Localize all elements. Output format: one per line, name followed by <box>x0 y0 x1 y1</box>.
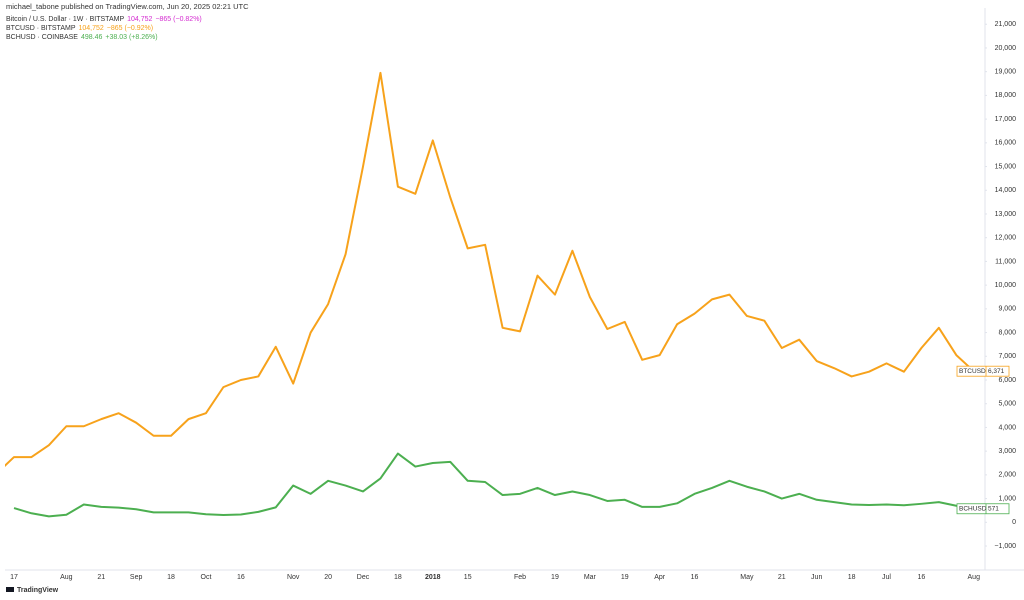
legend-change: −865 (−0.82%) <box>155 16 201 23</box>
legend-quote: 104,752 <box>78 25 103 32</box>
y-tick-label: 17,000 <box>995 116 1017 123</box>
footer-logo: TradingView <box>6 587 59 594</box>
legend-name: Bitcoin / U.S. Dollar · 1W · BITSTAMP <box>6 16 124 23</box>
x-tick-label: 18 <box>167 574 175 581</box>
legend-quote: 498.46 <box>81 34 103 41</box>
y-tick-label: 12,000 <box>995 235 1017 242</box>
badge-value: 571 <box>988 505 999 512</box>
legend-entry: BTCUSD · BITSTAMP 104,752 −865 (−0.92%) <box>6 25 153 32</box>
legend-name: BTCUSD · BITSTAMP <box>6 25 76 32</box>
y-tick-label: 8,000 <box>998 329 1016 336</box>
y-tick-label: 10,000 <box>995 282 1017 289</box>
x-tick-label: 18 <box>394 574 402 581</box>
x-tick-label: Apr <box>654 574 666 581</box>
legend-entry: Bitcoin / U.S. Dollar · 1W · BITSTAMP 104… <box>6 16 202 23</box>
publisher: michael_tabone published on TradingView.… <box>6 2 249 11</box>
y-tick-label: 15,000 <box>995 163 1017 170</box>
y-tick-label: 0 <box>1012 519 1016 526</box>
price-line <box>5 71 975 468</box>
y-tick-label: 1,000 <box>998 495 1016 502</box>
x-tick-label: Nov <box>287 574 300 581</box>
y-tick-label: 2,000 <box>998 472 1016 479</box>
y-tick-label: 7,000 <box>998 353 1016 360</box>
x-tick-label: Oct <box>201 574 212 581</box>
x-tick-label: 2018 <box>425 574 441 581</box>
y-tick-label: 19,000 <box>995 69 1017 76</box>
x-tick-label: 15 <box>464 574 472 581</box>
legend-name: BCHUSD · COINBASE <box>6 34 78 41</box>
y-tick-label: 11,000 <box>995 258 1016 265</box>
legend-change: +38.03 (+8.26%) <box>105 34 157 41</box>
x-tick-label: 21 <box>778 574 786 581</box>
y-tick-label: 18,000 <box>995 92 1017 99</box>
logo-mark <box>6 587 14 592</box>
y-tick-label: 13,000 <box>995 211 1017 218</box>
y-tick-label: 9,000 <box>998 306 1016 313</box>
x-tick-label: Sep <box>130 574 143 581</box>
legend-change: −865 (−0.92%) <box>107 25 153 32</box>
x-tick-label: 21 <box>97 574 105 581</box>
x-tick-label: Aug <box>968 574 981 581</box>
price-line <box>13 452 974 518</box>
y-tick-label: −1,000 <box>994 543 1016 550</box>
x-tick-label: 16 <box>691 574 699 581</box>
legend-entry: BCHUSD · COINBASE 498.46 +38.03 (+8.26%) <box>6 34 158 41</box>
x-tick-label: Feb <box>514 574 526 581</box>
x-tick-label: Mar <box>584 574 597 581</box>
price-badge <box>956 503 1010 515</box>
x-tick-label: 18 <box>848 574 856 581</box>
x-tick-label: 19 <box>551 574 559 581</box>
y-tick-label: 21,000 <box>995 21 1017 28</box>
y-tick-label: 6,000 <box>998 377 1016 384</box>
x-tick-label: May <box>740 574 754 581</box>
y-tick-label: 5,000 <box>998 401 1016 408</box>
badge-value: 6,371 <box>988 368 1005 375</box>
x-tick-label: 20 <box>324 574 332 581</box>
price-badge <box>956 365 1010 377</box>
y-tick-label: 4,000 <box>998 424 1016 431</box>
x-tick-label: Dec <box>357 574 370 581</box>
footer: TradingView <box>17 587 59 594</box>
y-tick-label: 20,000 <box>995 45 1017 52</box>
y-tick-label: 14,000 <box>995 187 1017 194</box>
x-tick-label: 17 <box>10 574 18 581</box>
badge-name: BCHUSD <box>959 505 987 512</box>
x-tick-label: 16 <box>237 574 245 581</box>
x-tick-label: 16 <box>918 574 926 581</box>
legend-quote: 104,752 <box>127 16 152 23</box>
x-tick-label: Jul <box>882 574 891 581</box>
y-tick-label: 3,000 <box>998 448 1016 455</box>
x-tick-label: 19 <box>621 574 629 581</box>
plot-area <box>5 71 975 518</box>
y-tick-label: 16,000 <box>995 140 1017 147</box>
badge-name: BTCUSD <box>959 368 986 375</box>
x-tick-label: Jun <box>811 574 822 581</box>
x-tick-label: Aug <box>60 574 73 581</box>
